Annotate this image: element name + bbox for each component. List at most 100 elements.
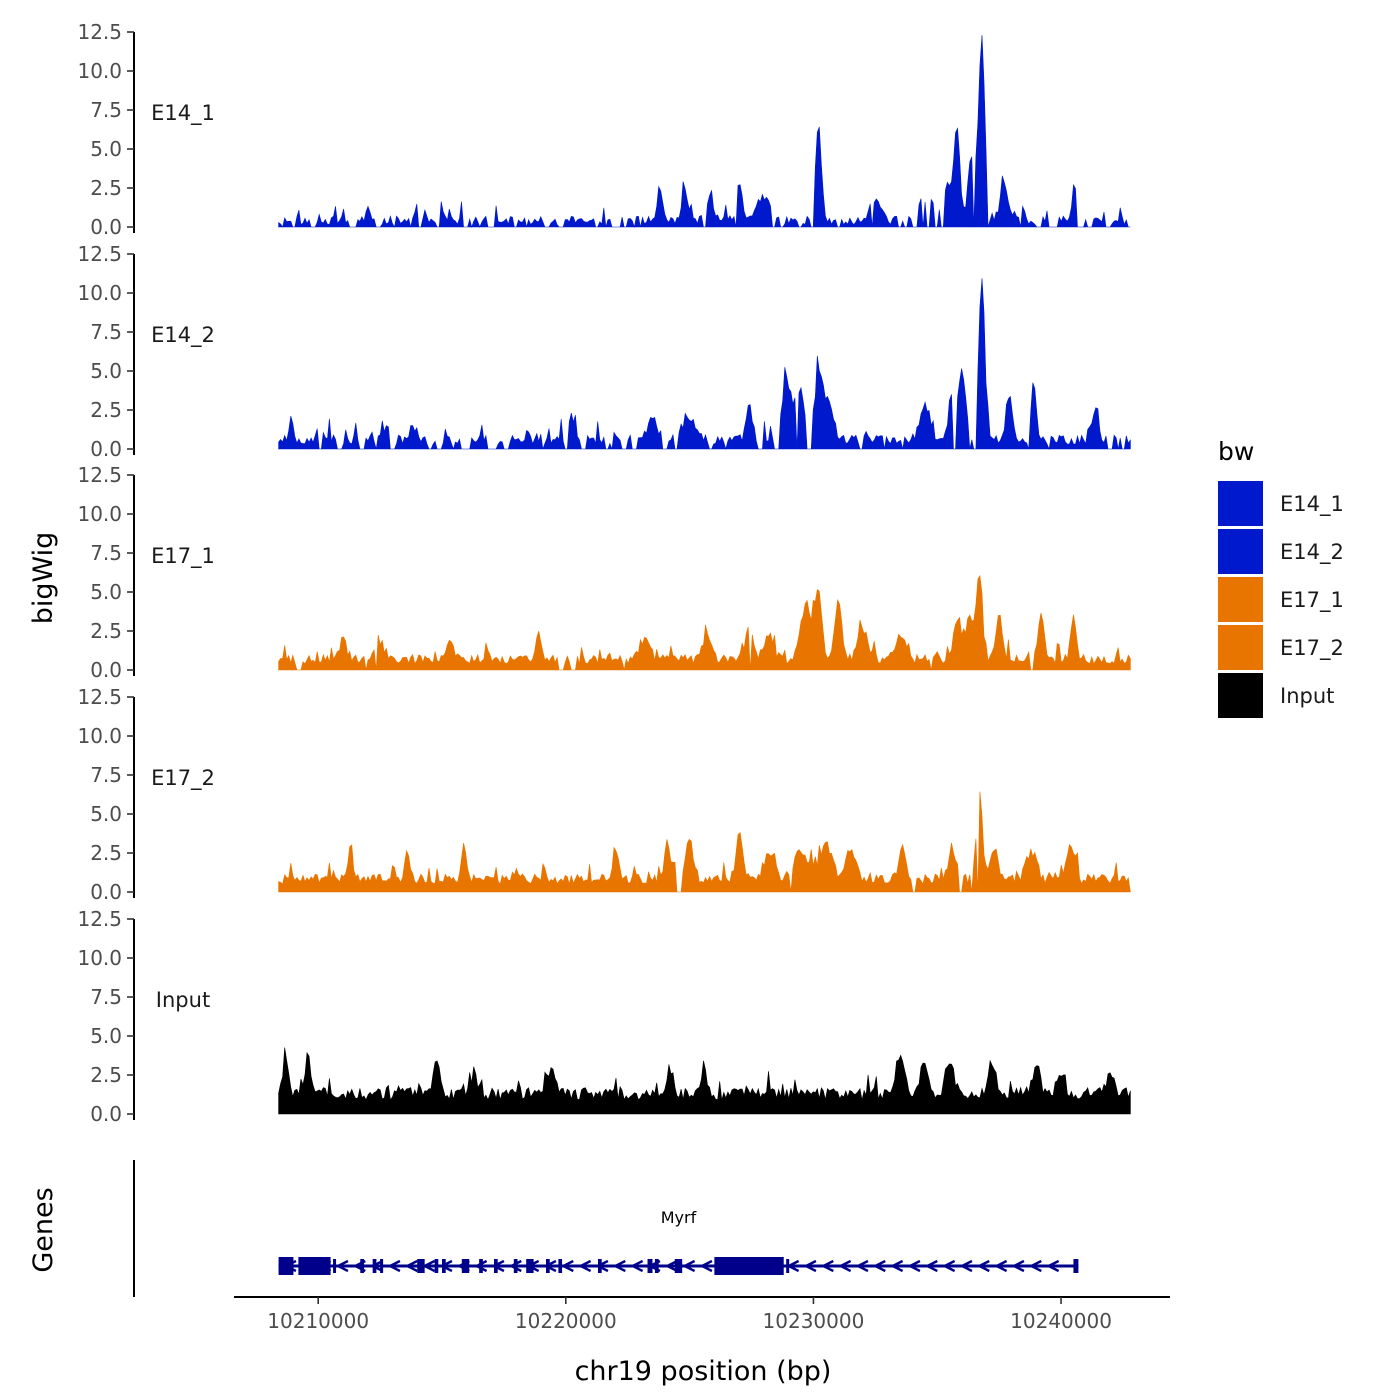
y-axis-title: bigWig	[28, 532, 59, 625]
legend-title: bw	[1218, 437, 1254, 466]
strand-chevron	[907, 1259, 921, 1273]
strand-chevron	[560, 1259, 574, 1273]
y-tick-label: 2.5	[90, 176, 122, 200]
y-tick-label: 2.5	[90, 1063, 122, 1087]
y-tick-label: 10.0	[77, 281, 122, 305]
y-tick-label: 0.0	[90, 1102, 122, 1126]
y-tick-label: 5.0	[90, 1024, 122, 1048]
y-tick-label: 12.5	[77, 463, 122, 487]
gene-exon	[372, 1259, 377, 1273]
strand-chevron	[889, 1259, 904, 1273]
y-tick-label: 12.5	[77, 907, 122, 931]
panel-Input: 0.0 2.5 5.0 7.5 10.0 12.5 Input	[77, 907, 1131, 1126]
track-label-Input: Input	[156, 988, 210, 1012]
panel-E17_2: 0.0 2.5 5.0 7.5 10.0 12.5 E17_2	[77, 685, 1131, 904]
track-label-E14_1: E14_1	[151, 101, 215, 126]
strand-chevron	[595, 1259, 609, 1273]
legend-label-E14_2: E14_2	[1280, 540, 1344, 565]
x-tick-label: 10240000	[1010, 1309, 1112, 1333]
y-tick-label: 10.0	[77, 59, 122, 83]
legend-label-E17_2: E17_2	[1280, 636, 1344, 661]
gene-Myrf: Myrf	[278, 1208, 1079, 1275]
gene-label: Myrf	[661, 1208, 697, 1227]
y-tick-label: 12.5	[77, 20, 122, 44]
y-tick-label: 7.5	[90, 763, 122, 787]
y-tick-label: 2.5	[90, 398, 122, 422]
y-tick-label: 10.0	[77, 946, 122, 970]
gene-exon	[461, 1259, 470, 1273]
y-tick-label: 12.5	[77, 242, 122, 266]
legend-swatch-E17_1	[1218, 577, 1263, 622]
strand-chevron	[543, 1259, 557, 1273]
signal-area-E14_2	[278, 278, 1131, 451]
y-tick-label: 2.5	[90, 841, 122, 865]
strand-chevron	[508, 1259, 522, 1273]
strand-chevron	[369, 1259, 384, 1273]
y-tick-label: 0.0	[90, 215, 122, 239]
y-tick-label: 7.5	[90, 541, 122, 565]
y-tick-label: 0.0	[90, 658, 122, 682]
gene-exon	[714, 1257, 784, 1275]
y-tick-label: 12.5	[77, 685, 122, 709]
signal-area-E17_1	[278, 574, 1131, 671]
strand-chevron	[924, 1259, 938, 1273]
strand-chevron	[959, 1259, 973, 1273]
gene-exon	[674, 1259, 683, 1273]
strand-chevron	[387, 1259, 401, 1273]
gene-exon	[546, 1259, 550, 1273]
strand-chevron	[1045, 1259, 1060, 1273]
y-tick-label: 7.5	[90, 320, 122, 344]
strand-chevron	[820, 1259, 834, 1273]
gene-exon	[417, 1259, 425, 1273]
strand-chevron	[699, 1259, 713, 1273]
y-tick-label: 7.5	[90, 985, 122, 1009]
strand-chevron	[1011, 1259, 1025, 1273]
legend-swatch-Input	[1218, 673, 1263, 718]
legend-label-E14_1: E14_1	[1280, 492, 1344, 517]
gene-exon	[654, 1259, 659, 1273]
y-tick-label: 5.0	[90, 137, 122, 161]
strand-chevron	[577, 1259, 592, 1273]
track-label-E17_1: E17_1	[151, 544, 215, 569]
gene-exon	[434, 1259, 439, 1273]
strand-chevron	[612, 1259, 626, 1273]
x-tick-label: 10210000	[267, 1309, 369, 1333]
y-tick-label: 10.0	[77, 502, 122, 526]
strand-chevron	[491, 1259, 505, 1273]
strand-chevron	[681, 1259, 696, 1273]
strand-chevron	[993, 1259, 1008, 1273]
gene-exon	[1073, 1259, 1079, 1273]
legend-swatch-E14_1	[1218, 481, 1263, 526]
strand-chevron	[439, 1259, 453, 1273]
y-tick-label: 2.5	[90, 619, 122, 643]
legend-swatch-E17_2	[1218, 625, 1263, 670]
y-tick-label: 5.0	[90, 802, 122, 826]
legend-label-E17_1: E17_1	[1280, 588, 1344, 613]
strand-chevron	[404, 1259, 418, 1273]
strand-chevron	[837, 1259, 852, 1273]
track-label-E14_2: E14_2	[151, 323, 215, 348]
signal-area-E14_1	[278, 35, 1131, 229]
genes-axis-title: Genes	[28, 1187, 59, 1272]
gene-exon	[647, 1259, 653, 1273]
strand-chevron	[976, 1259, 990, 1273]
y-tick-label: 10.0	[77, 724, 122, 748]
gene-exon	[558, 1259, 563, 1273]
gene-exon	[786, 1259, 790, 1273]
gene-exon	[513, 1259, 518, 1273]
y-tick-label: 5.0	[90, 580, 122, 604]
strand-chevron	[629, 1259, 644, 1273]
signal-area-Input	[278, 1047, 1131, 1115]
y-tick-label: 0.0	[90, 880, 122, 904]
gene-exon	[494, 1259, 498, 1273]
gene-exon	[380, 1259, 384, 1273]
gene-exon	[298, 1257, 331, 1275]
gene-exon	[598, 1259, 602, 1273]
legend: bw E14_1 E14_2 E17_1 E17_2 Input	[1218, 437, 1344, 718]
bigwig-panels: 0.0 2.5 5.0 7.5 10.0 12.5 E14_1 0.0 2.5 5.0 7.5 10.…	[77, 20, 1131, 1126]
x-tick-label: 10220000	[515, 1309, 617, 1333]
gene-exon	[360, 1259, 364, 1273]
panel-E17_1: 0.0 2.5 5.0 7.5 10.0 12.5 E17_1	[77, 463, 1131, 682]
panel-E14_2: 0.0 2.5 5.0 7.5 10.0 12.5 E14_2	[77, 242, 1131, 461]
